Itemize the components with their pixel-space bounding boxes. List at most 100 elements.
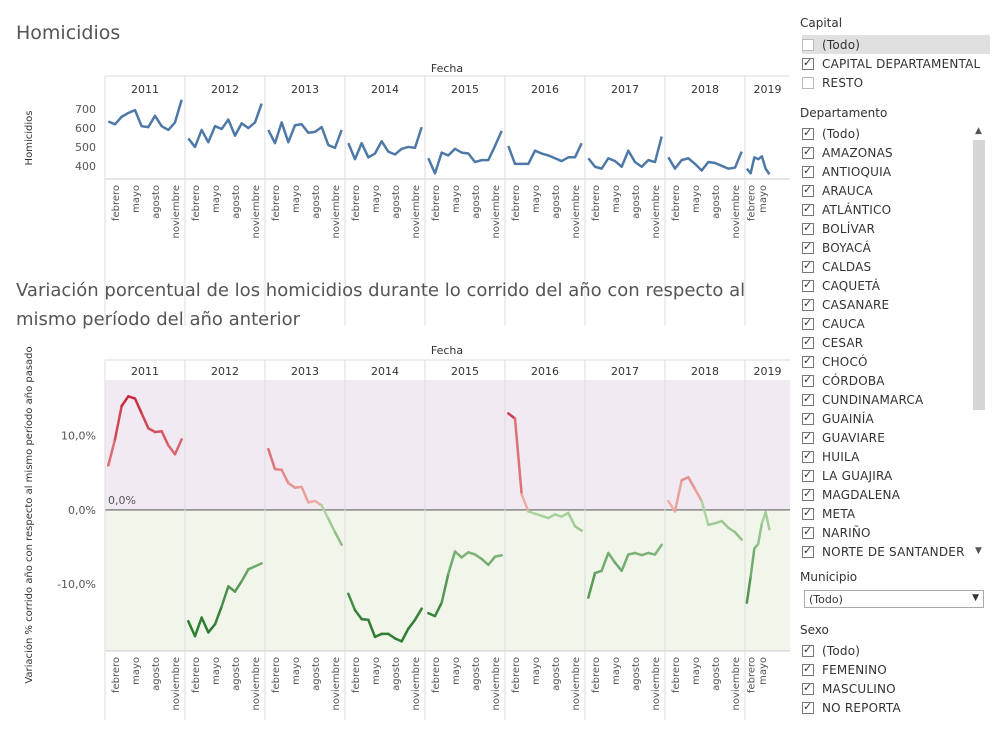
departamento-item[interactable]: NARIÑO: [802, 523, 990, 542]
departamento-item[interactable]: CALDAS: [802, 257, 990, 276]
variacion-segment-2014: [347, 592, 357, 612]
checkbox-checked-icon[interactable]: [802, 411, 814, 425]
checkbox-checked-icon[interactable]: [802, 525, 814, 539]
x-tick-label: febrero: [747, 185, 758, 221]
departamento-item[interactable]: HUILA: [802, 447, 990, 466]
sexo-item[interactable]: MASCULINO: [802, 679, 990, 698]
variacion-segment-2013: [313, 499, 323, 507]
variacion-segment-2013: [333, 530, 343, 547]
checkbox-checked-icon[interactable]: [802, 700, 814, 714]
departamento-item[interactable]: GUAINÍA: [802, 409, 990, 428]
capital-item[interactable]: (Todo): [802, 35, 990, 54]
homicidios-line-2011: [107, 99, 183, 132]
y-tick-label: 400: [75, 160, 96, 173]
checkbox-checked-icon[interactable]: [802, 126, 814, 140]
departamento-item[interactable]: ANTIOQUIA: [802, 162, 990, 181]
variacion-segment-2017: [613, 561, 623, 573]
departamento-item-label: AMAZONAS: [822, 145, 893, 160]
checkbox-checked-icon[interactable]: [802, 354, 814, 368]
homicidios-line-2014: [347, 126, 423, 161]
x-tick-label: agosto: [391, 657, 402, 691]
sexo-item[interactable]: FEMENINO: [802, 660, 990, 679]
checkbox-checked-icon[interactable]: [802, 259, 814, 273]
x-tick-label: febrero: [191, 185, 202, 221]
departamento-item[interactable]: CESAR: [802, 333, 990, 352]
checkbox-checked-icon[interactable]: [802, 681, 814, 695]
departamento-scroll-thumb[interactable]: [973, 140, 985, 410]
year-label: 2018: [691, 83, 719, 96]
departamento-item[interactable]: ATLÁNTICO: [802, 200, 990, 219]
municipio-filter-title: Municipio: [800, 570, 858, 584]
departamento-item[interactable]: CÓRDOBA: [802, 371, 990, 390]
departamento-item[interactable]: CUNDINAMARCA: [802, 390, 990, 409]
checkbox-checked-icon[interactable]: [802, 316, 814, 330]
checkbox-unchecked-icon[interactable]: [802, 38, 814, 51]
x-tick-label: agosto: [471, 185, 482, 219]
checkbox-checked-icon[interactable]: [802, 468, 814, 482]
x-tick-label: febrero: [747, 657, 758, 693]
departamento-item[interactable]: AMAZONAS: [802, 143, 990, 162]
y-axis-title: Variación % corrido año con respecto al …: [23, 346, 35, 683]
x-tick-label: agosto: [631, 185, 642, 219]
x-tick-label: noviembre: [331, 185, 342, 238]
checkbox-checked-icon[interactable]: [802, 240, 814, 254]
variacion-segment-2019: [764, 510, 771, 531]
checkbox-checked-icon[interactable]: [802, 145, 814, 159]
checkbox-checked-icon[interactable]: [802, 487, 814, 501]
checkbox-checked-icon[interactable]: [802, 662, 814, 676]
sexo-item-label: FEMENINO: [822, 662, 887, 677]
departamento-item[interactable]: BOYACÁ: [802, 238, 990, 257]
year-label: 2014: [371, 83, 399, 96]
variacion-segment-2018: [693, 487, 703, 503]
checkbox-checked-icon[interactable]: [802, 56, 814, 70]
departamento-item[interactable]: (Todo): [802, 124, 990, 143]
checkbox-checked-icon[interactable]: [802, 544, 814, 558]
checkbox-checked-icon[interactable]: [802, 643, 814, 657]
capital-item[interactable]: RESTO: [802, 73, 990, 92]
sexo-item-label: (Todo): [822, 643, 861, 658]
checkbox-checked-icon[interactable]: [802, 506, 814, 520]
departamento-item[interactable]: CASANARE: [802, 295, 990, 314]
variacion-segment-2014: [353, 608, 363, 621]
departamento-item[interactable]: MAGDALENA: [802, 485, 990, 504]
capital-item[interactable]: CAPITAL DEPARTAMENTAL: [802, 54, 990, 73]
scroll-down-icon[interactable]: ▼: [975, 546, 982, 556]
sexo-item[interactable]: (Todo): [802, 641, 990, 660]
homicidios-line-2013: [267, 121, 343, 150]
checkbox-checked-icon[interactable]: [802, 373, 814, 387]
checkbox-checked-icon[interactable]: [802, 221, 814, 235]
departamento-item[interactable]: ARAUCA: [802, 181, 990, 200]
departamento-item[interactable]: NORTE DE SANTANDER: [802, 542, 990, 561]
checkbox-unchecked-icon[interactable]: [802, 76, 814, 89]
departamento-item[interactable]: LA GUAJIRA: [802, 466, 990, 485]
checkbox-checked-icon[interactable]: [802, 449, 814, 463]
x-tick-label: mayo: [291, 185, 302, 213]
y-tick-label: -10,0%: [57, 578, 96, 591]
year-label: 2015: [451, 365, 479, 378]
variacion-segment-2014: [387, 632, 397, 640]
departamento-item-label: HUILA: [822, 449, 860, 464]
departamento-item[interactable]: CHOCÓ: [802, 352, 990, 371]
departamento-item[interactable]: CAUCA: [802, 314, 990, 333]
checkbox-checked-icon[interactable]: [802, 164, 814, 178]
checkbox-checked-icon[interactable]: [802, 278, 814, 292]
x-tick-label: febrero: [511, 185, 522, 221]
scroll-up-icon[interactable]: ▲: [975, 126, 982, 136]
checkbox-checked-icon[interactable]: [802, 183, 814, 197]
departamento-item[interactable]: GUAVIARE: [802, 428, 990, 447]
checkbox-checked-icon[interactable]: [802, 297, 814, 311]
departamento-item[interactable]: CAQUETÁ: [802, 276, 990, 295]
checkbox-checked-icon[interactable]: [802, 430, 814, 444]
departamento-item[interactable]: BOLÍVAR: [802, 219, 990, 238]
sexo-item[interactable]: NO REPORTA: [802, 698, 990, 717]
municipio-dropdown[interactable]: (Todo) ▼: [804, 590, 984, 608]
variacion-segment-2018: [727, 526, 737, 534]
variacion-segment-2016: [513, 417, 523, 496]
year-label: 2013: [291, 83, 319, 96]
variacion-segment-2015: [440, 572, 450, 604]
departamento-item[interactable]: META: [802, 504, 990, 523]
checkbox-checked-icon[interactable]: [802, 202, 814, 216]
year-label: 2019: [754, 83, 782, 96]
checkbox-checked-icon[interactable]: [802, 335, 814, 349]
checkbox-checked-icon[interactable]: [802, 392, 814, 406]
